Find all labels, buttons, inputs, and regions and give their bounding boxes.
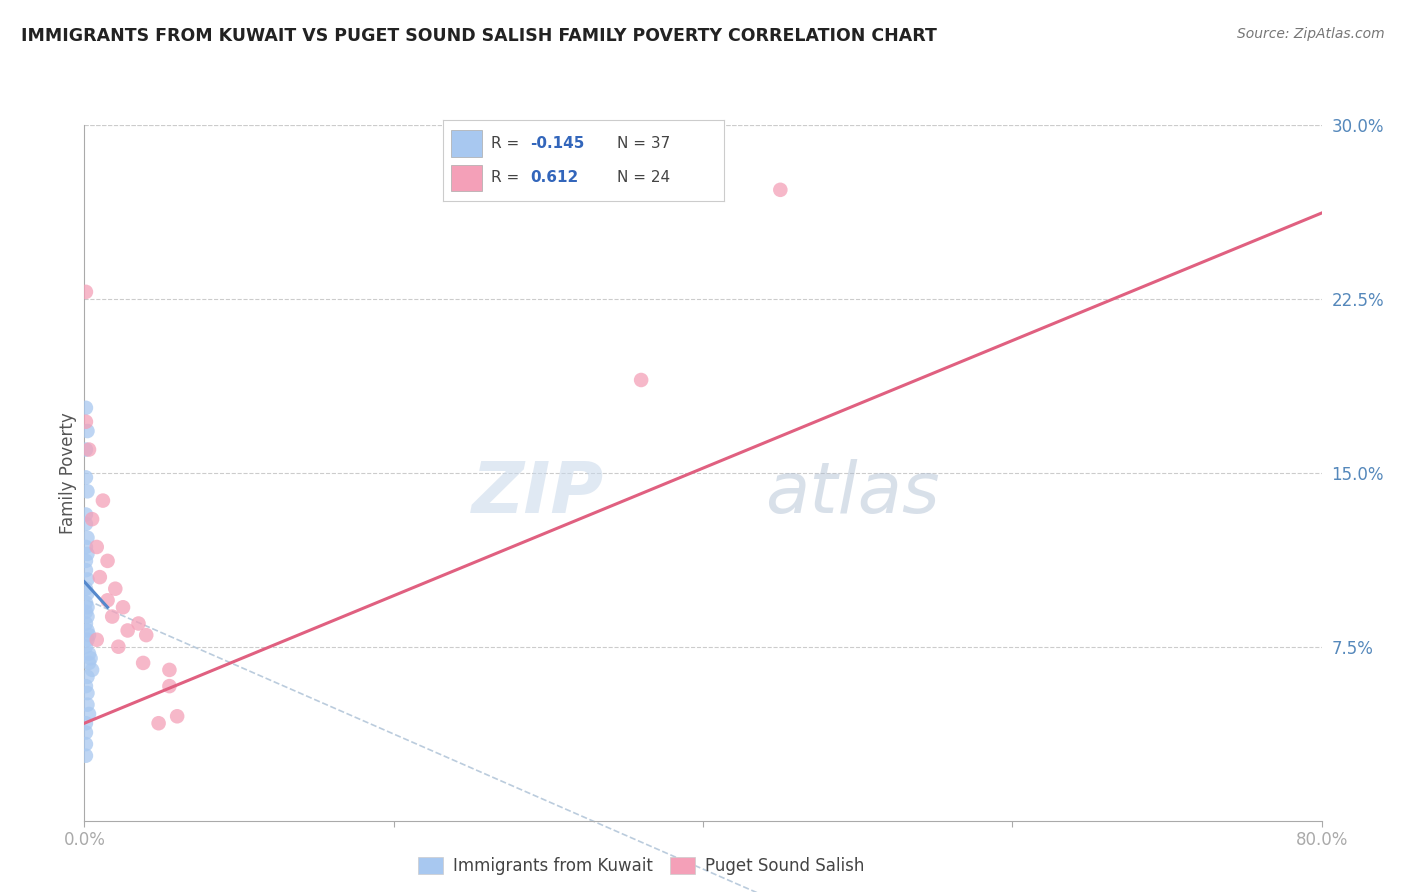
Text: 0.612: 0.612 — [530, 170, 578, 186]
Point — [76, 531, 98, 545]
Point — [79, 651, 101, 665]
Point — [75, 640, 97, 654]
Point — [159, 679, 180, 693]
Text: N = 24: N = 24 — [617, 170, 671, 186]
Point — [86, 632, 108, 647]
Point — [76, 484, 98, 499]
Point — [75, 725, 97, 739]
Point — [96, 593, 118, 607]
Point — [127, 616, 149, 631]
Point — [76, 632, 98, 647]
Point — [148, 716, 170, 731]
Point — [75, 582, 97, 596]
Point — [76, 698, 98, 712]
Point — [75, 596, 97, 610]
Point — [76, 670, 98, 684]
Point — [82, 663, 104, 677]
Point — [77, 628, 100, 642]
Point — [96, 554, 118, 568]
Point — [76, 547, 98, 561]
Point — [76, 586, 98, 600]
Point — [75, 563, 97, 577]
Bar — [451, 164, 482, 191]
Point — [166, 709, 188, 723]
Text: Source: ZipAtlas.com: Source: ZipAtlas.com — [1237, 27, 1385, 41]
Point — [75, 554, 97, 568]
Point — [77, 656, 100, 670]
Point — [75, 442, 97, 457]
Legend: Immigrants from Kuwait, Puget Sound Salish: Immigrants from Kuwait, Puget Sound Sali… — [412, 850, 870, 882]
Text: R =: R = — [491, 136, 524, 151]
Point — [75, 470, 97, 484]
Point — [769, 183, 792, 197]
Point — [77, 706, 100, 721]
Point — [75, 415, 97, 429]
Point — [135, 628, 157, 642]
Point — [76, 686, 98, 700]
Point — [75, 748, 97, 763]
Point — [75, 616, 97, 631]
Point — [86, 540, 108, 554]
Point — [76, 573, 98, 587]
Point — [101, 609, 124, 624]
Point — [75, 285, 97, 299]
Point — [75, 508, 97, 522]
Point — [75, 605, 97, 619]
Point — [82, 512, 104, 526]
Text: atlas: atlas — [765, 459, 939, 528]
Point — [76, 424, 98, 438]
Text: -0.145: -0.145 — [530, 136, 585, 151]
Point — [75, 516, 97, 531]
Point — [77, 442, 100, 457]
Point — [75, 737, 97, 751]
Text: R =: R = — [491, 170, 524, 186]
Text: N = 37: N = 37 — [617, 136, 671, 151]
Point — [107, 640, 129, 654]
Point — [132, 656, 155, 670]
Point — [112, 600, 135, 615]
Point — [630, 373, 652, 387]
Y-axis label: Family Poverty: Family Poverty — [59, 412, 77, 533]
Bar — [451, 130, 482, 157]
Point — [75, 716, 97, 731]
Point — [159, 663, 180, 677]
Point — [77, 647, 100, 661]
Point — [75, 679, 97, 693]
Point — [75, 401, 97, 415]
Text: ZIP: ZIP — [472, 459, 605, 528]
Point — [76, 600, 98, 615]
Point — [117, 624, 139, 638]
Point — [76, 624, 98, 638]
Text: IMMIGRANTS FROM KUWAIT VS PUGET SOUND SALISH FAMILY POVERTY CORRELATION CHART: IMMIGRANTS FROM KUWAIT VS PUGET SOUND SA… — [21, 27, 936, 45]
Point — [76, 609, 98, 624]
Point — [75, 540, 97, 554]
Point — [91, 493, 114, 508]
Point — [89, 570, 111, 584]
Point — [104, 582, 127, 596]
